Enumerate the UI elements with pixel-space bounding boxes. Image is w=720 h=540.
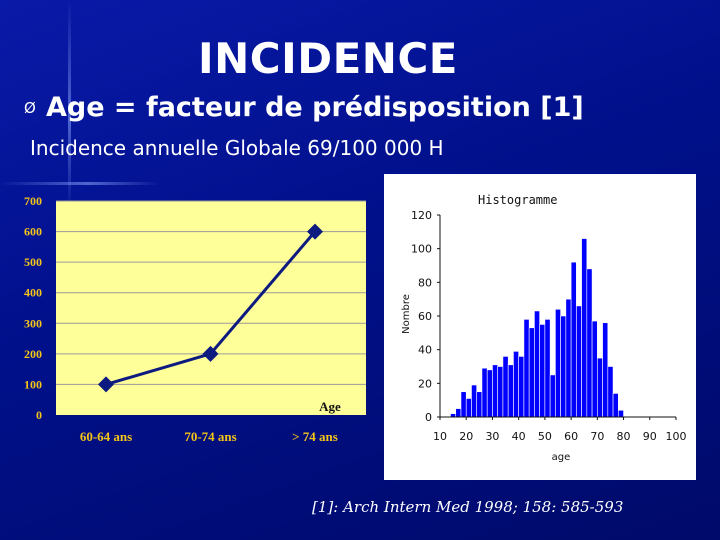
line-chart-x-tick-label: 70-74 ans — [184, 429, 236, 444]
decorative-vertical-line — [68, 0, 71, 210]
histogram-x-tick-label: 20 — [459, 430, 473, 443]
histogram-bars — [450, 238, 624, 418]
histogram-bar — [597, 357, 603, 418]
histogram-y-tick-label: 40 — [418, 344, 432, 357]
subtitle: Incidence annuelle Globale 69/100 000 H — [30, 136, 444, 160]
histogram-x-tick-label: 70 — [590, 430, 604, 443]
histogram-x-ticks: 10 20 30 40 50 60 70 80 90 100 — [433, 417, 687, 443]
histogram-y-tick-label: 60 — [418, 310, 432, 323]
histogram-bar — [492, 364, 498, 418]
citation: [1]: Arch Intern Med 1998; 158: 585-593 — [312, 498, 624, 516]
histogram-bar — [539, 324, 546, 418]
line-chart-y-tick-label: 300 — [24, 316, 42, 330]
histogram-y-tick-label: 0 — [425, 411, 432, 424]
histogram-bar — [602, 322, 609, 418]
decorative-horizontal-line — [0, 182, 160, 185]
line-chart-y-ticks: 0 100 200 300 400 500 600 700 — [24, 194, 42, 422]
histogram-bar — [555, 308, 561, 418]
histogram-bar — [565, 298, 572, 418]
histogram-y-tick-label: 100 — [411, 243, 432, 256]
line-chart-x-tick-label: > 74 ans — [292, 429, 338, 444]
histogram-bar — [523, 319, 530, 418]
histogram-x-tick-label: 10 — [433, 430, 447, 443]
line-chart-y-tick-label: 700 — [24, 194, 42, 208]
histogram-bar — [502, 356, 509, 418]
histogram-bar — [518, 356, 525, 418]
histogram-bar — [544, 319, 551, 418]
histogram-bar — [497, 366, 504, 418]
histogram-y-axis-label: Nombre — [401, 294, 412, 334]
age-histogram-chart: Histogramme Nombre age 0 20 40 60 80 100 120 1… — [401, 193, 687, 463]
histogram-bar — [586, 268, 593, 418]
histogram-bar — [612, 393, 619, 418]
histogram-bar — [576, 305, 582, 418]
line-chart-point — [307, 223, 323, 240]
histogram-x-tick-label: 80 — [617, 430, 631, 443]
histogram-bar — [476, 391, 483, 418]
histogram-y-tick-label: 20 — [418, 377, 432, 390]
histogram-bar — [471, 384, 478, 418]
histogram-bar — [455, 408, 462, 418]
histogram-bar — [549, 374, 556, 418]
histogram-x-tick-label: 100 — [666, 430, 687, 443]
histogram-x-tick-label: 60 — [564, 430, 578, 443]
histogram-x-tick-label: 50 — [538, 430, 552, 443]
histogram-bar — [534, 310, 540, 418]
incidence-line-chart: 0 100 200 300 400 500 600 700 60-64 ans 70-74 an… — [24, 194, 366, 444]
line-chart-y-tick-label: 200 — [24, 347, 42, 361]
histogram-bar — [486, 369, 493, 418]
histogram-bar — [560, 315, 567, 418]
histogram-bar — [607, 366, 614, 418]
line-chart-y-tick-label: 600 — [24, 225, 42, 239]
line-chart-point — [98, 376, 114, 393]
histogram-bar — [513, 351, 519, 418]
bullet-row: Ø Age = facteur de prédisposition [1] — [24, 92, 584, 123]
histogram-bar — [591, 320, 598, 418]
histogram-bar — [618, 409, 624, 418]
histogram-x-tick-label: 90 — [643, 430, 657, 443]
line-chart-y-tick-label: 100 — [24, 377, 42, 391]
histogram-bar — [450, 413, 457, 418]
histogram-y-ticks: 0 20 40 60 80 100 120 — [411, 209, 440, 424]
line-chart-y-tick-label: 0 — [36, 408, 42, 422]
arrow-bullet-icon: Ø — [24, 98, 36, 117]
histogram-panel: Histogramme Nombre age 0 20 40 60 80 100 120 1… — [384, 174, 696, 480]
histogram-bar — [528, 327, 535, 418]
histogram-title: Histogramme — [478, 193, 557, 207]
line-chart-y-tick-label: 400 — [24, 286, 42, 300]
line-chart-point — [202, 345, 219, 362]
histogram-x-tick-label: 30 — [485, 430, 499, 443]
bullet-text: Age = facteur de prédisposition [1] — [46, 92, 584, 123]
line-chart-y-tick-label: 500 — [24, 255, 42, 269]
histogram-bar — [570, 261, 577, 418]
histogram-x-axis-label: age — [552, 452, 571, 463]
histogram-bar — [465, 398, 472, 418]
histogram-bar — [481, 367, 488, 418]
histogram-x-tick-label: 40 — [512, 430, 526, 443]
histogram-bar — [460, 391, 467, 418]
slide-title: INCIDENCE — [198, 34, 458, 83]
line-chart-x-axis-label: Age — [319, 399, 341, 414]
line-chart-x-ticks: 60-64 ans 70-74 ans > 74 ans — [80, 429, 338, 444]
histogram-y-tick-label: 120 — [411, 209, 432, 222]
histogram-bar — [507, 364, 514, 418]
line-chart-points — [98, 223, 323, 393]
histogram-bar — [581, 238, 588, 418]
histogram-y-tick-label: 80 — [418, 276, 432, 289]
line-chart-x-tick-label: 60-64 ans — [80, 429, 132, 444]
